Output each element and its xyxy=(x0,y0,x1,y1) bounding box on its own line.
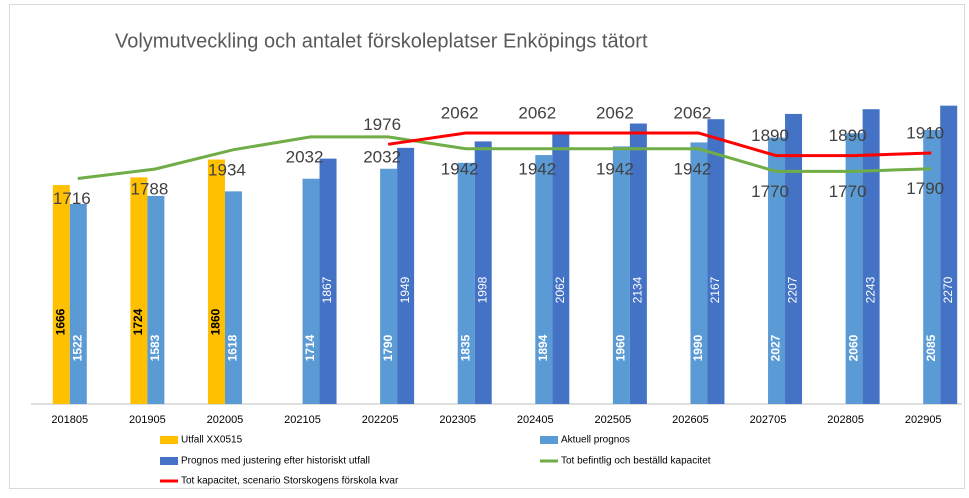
bar xyxy=(552,132,570,404)
bar xyxy=(397,147,415,405)
bar-value-label: 1990 xyxy=(691,334,705,361)
bar xyxy=(612,146,630,404)
bar-value-label: 1860 xyxy=(209,308,223,335)
bar xyxy=(380,168,398,404)
chart-title: Volymutveckling och antalet förskoleplat… xyxy=(115,30,648,52)
bar-value-label: 1867 xyxy=(320,276,334,303)
bar-value-label: 1894 xyxy=(536,334,550,361)
legend-label: Tot befintlig och beställd kapacitet xyxy=(561,456,711,467)
bar xyxy=(474,141,492,405)
bar-value-label: 1960 xyxy=(614,334,628,361)
bar-value-label: 1835 xyxy=(458,334,472,361)
line-value-label: 1788 xyxy=(130,179,168,198)
line-value-label: 1770 xyxy=(751,182,789,201)
x-tick-label: 202305 xyxy=(439,414,476,426)
bar xyxy=(629,123,647,404)
legend-label: Tot kapacitet, scenario Storskogens förs… xyxy=(181,476,399,487)
x-tick-label: 202805 xyxy=(827,414,864,426)
x-tick-label: 202205 xyxy=(362,414,399,426)
x-tick-label: 202605 xyxy=(672,414,709,426)
legend-label: Utfall XX0515 xyxy=(181,435,243,446)
bar-value-label: 1583 xyxy=(148,334,162,361)
bar xyxy=(69,203,87,404)
line xyxy=(77,135,932,180)
bar-value-label: 2134 xyxy=(631,276,645,303)
bar-value-label: 2167 xyxy=(708,276,722,303)
line-value-label: 1942 xyxy=(518,159,556,178)
bar xyxy=(147,195,165,404)
line-value-label: 1910 xyxy=(906,123,944,142)
line-value-label: 2032 xyxy=(363,147,401,166)
line-value-label: 1890 xyxy=(829,126,867,145)
bar xyxy=(785,113,803,405)
bar-value-label: 1949 xyxy=(398,276,412,303)
line-value-label: 2032 xyxy=(286,147,324,166)
line-value-label: 1890 xyxy=(751,126,789,145)
bar xyxy=(923,129,941,404)
bar xyxy=(319,158,337,404)
bar xyxy=(535,155,553,404)
x-tick-label: 201805 xyxy=(51,414,88,426)
bar xyxy=(862,109,880,404)
line-value-label: 2062 xyxy=(441,103,479,122)
line-value-label: 1934 xyxy=(208,160,246,179)
bar xyxy=(845,133,863,404)
line-value-label: 1942 xyxy=(441,159,479,178)
line-value-label: 1790 xyxy=(906,179,944,198)
line-value-label: 1942 xyxy=(674,159,712,178)
bar xyxy=(207,159,225,404)
x-tick-label: 202105 xyxy=(284,414,321,426)
bar xyxy=(52,185,70,404)
line-value-label: 1716 xyxy=(53,189,91,208)
legend-label: Prognos med justering efter historiskt u… xyxy=(181,456,370,467)
line-value-label: 1942 xyxy=(596,159,634,178)
bar-value-label: 2060 xyxy=(846,334,860,361)
bar-value-label: 2270 xyxy=(941,276,955,303)
bar-value-label: 2085 xyxy=(924,334,938,361)
bar-value-label: 1998 xyxy=(475,276,489,303)
bar-value-label: 2027 xyxy=(769,334,783,361)
x-tick-label: 202005 xyxy=(207,414,244,426)
bar xyxy=(940,105,958,405)
x-tick-label: 202405 xyxy=(517,414,554,426)
bar xyxy=(302,178,320,404)
x-tick-label: 202705 xyxy=(750,414,787,426)
line xyxy=(387,131,932,158)
bar-value-label: 1714 xyxy=(303,334,317,361)
line-value-label: 1770 xyxy=(829,182,867,201)
line-value-label: 2062 xyxy=(518,103,556,122)
bar xyxy=(768,137,786,404)
line-value-label: 2062 xyxy=(596,103,634,122)
bar xyxy=(690,142,708,404)
bar xyxy=(707,119,725,405)
bar-value-label: 2207 xyxy=(786,276,800,303)
legend-swatch xyxy=(160,457,178,465)
bar xyxy=(457,162,475,404)
bar-value-label: 1618 xyxy=(226,334,240,361)
x-tick-label: 202505 xyxy=(595,414,632,426)
bar-value-label: 1790 xyxy=(381,334,395,361)
legend-swatch xyxy=(540,436,558,444)
line-value-label: 1976 xyxy=(363,115,401,134)
x-tick-label: 202905 xyxy=(905,414,942,426)
bar-value-label: 2243 xyxy=(863,276,877,303)
bar xyxy=(130,177,148,404)
bar-value-label: 2062 xyxy=(553,276,567,303)
bar-value-label: 1666 xyxy=(53,308,67,335)
bar-value-label: 1724 xyxy=(131,308,145,335)
line-value-label: 2062 xyxy=(674,103,712,122)
bar xyxy=(224,191,242,404)
legend-label: Aktuell prognos xyxy=(561,435,630,446)
x-tick-label: 201905 xyxy=(129,414,166,426)
bar-value-label: 1522 xyxy=(70,334,84,361)
legend-swatch xyxy=(160,436,178,444)
